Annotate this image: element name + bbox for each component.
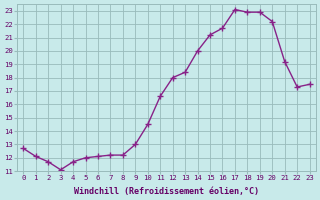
X-axis label: Windchill (Refroidissement éolien,°C): Windchill (Refroidissement éolien,°C) (74, 187, 259, 196)
